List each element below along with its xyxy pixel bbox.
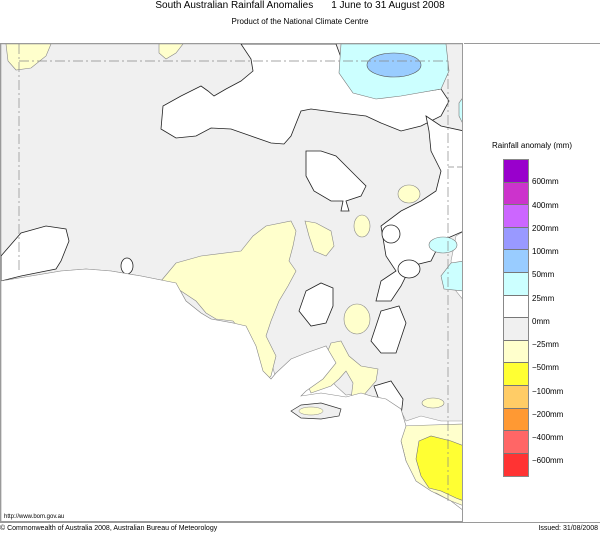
title-region: South Australian Rainfall Anomalies	[155, 0, 314, 11]
anomaly-region-white	[375, 115, 462, 302]
footer-divider	[0, 522, 600, 523]
legend-label: 400mm	[532, 201, 559, 210]
legend-label: 25mm	[532, 294, 555, 303]
anomaly-region-white	[370, 305, 407, 354]
anomaly-region-white	[305, 150, 367, 212]
legend-label: 50mm	[532, 270, 555, 279]
anomaly-region-pale-yellow	[421, 397, 445, 409]
anomaly-region-light-blue	[440, 261, 462, 292]
legend-swatch-0-25	[504, 295, 528, 319]
legend-swatch-neg50-neg25	[504, 340, 528, 364]
legend-swatch-25-50	[504, 272, 528, 296]
anomaly-region-yellow	[415, 435, 462, 501]
map-title: South Australian Rainfall Anomalies 1 Jun…	[0, 0, 600, 12]
anomaly-region-light-blue	[428, 236, 458, 254]
legend-label: −200mm	[532, 410, 564, 419]
legend-swatch-400-600	[504, 182, 528, 206]
anomaly-region-pale-yellow	[397, 184, 421, 204]
source-url: http://www.bom.gov.au	[4, 514, 65, 520]
legend-color-scale	[503, 159, 529, 478]
issued-date: Issued: 31/08/2008	[538, 525, 598, 532]
anomaly-region-white	[1, 225, 70, 282]
legend-swatch-neg200-neg100	[504, 385, 528, 409]
anomaly-region-white	[397, 259, 421, 279]
legend-label: 0mm	[532, 317, 550, 326]
legend-label: −25mm	[532, 340, 559, 349]
anomaly-region-white	[160, 44, 450, 145]
legend-swatch-100-200	[504, 227, 528, 251]
anomaly-region-pale-yellow	[158, 44, 184, 60]
anomaly-region-blue	[366, 52, 422, 78]
legend-swatch-neg400-neg200	[504, 408, 528, 432]
anomaly-region-white	[120, 257, 134, 275]
legend-label: −50mm	[532, 363, 559, 372]
legend-label: 100mm	[532, 247, 559, 256]
legend-label: −100mm	[532, 387, 564, 396]
anomaly-region-pale-yellow	[353, 214, 371, 238]
anomaly-region-pale-yellow	[5, 44, 52, 71]
legend-swatch-50-100	[504, 250, 528, 273]
legend-swatch-neg25-0	[504, 318, 528, 341]
legend-label: 600mm	[532, 177, 559, 186]
copyright-notice: © Commonwealth of Australia 2008, Austra…	[0, 525, 218, 532]
title-period: 1 June to 31 August 2008	[331, 0, 445, 11]
legend-swatch-neg100-neg50	[504, 363, 528, 386]
map-graphic	[1, 44, 462, 521]
rainfall-anomaly-map	[0, 43, 463, 522]
anomaly-region-pale-yellow	[343, 303, 371, 335]
anomaly-region-white	[298, 282, 334, 327]
map-subtitle: Product of the National Climate Centre	[231, 17, 369, 26]
ocean	[1, 268, 462, 521]
legend-label: −400mm	[532, 433, 564, 442]
legend-title: Rainfall anomaly (mm)	[491, 141, 573, 150]
legend-swatch-gt-600	[504, 160, 528, 183]
legend-swatch-neg600-neg400	[504, 431, 528, 454]
legend-label: −600mm	[532, 456, 564, 465]
legend-swatch-lt-neg600	[504, 453, 528, 477]
kangaroo-island-anomaly	[298, 406, 324, 416]
anomaly-region-pale-yellow	[304, 220, 335, 257]
legend-panel: Rainfall anomaly (mm) 600mm 400mm 200mm …	[464, 43, 600, 522]
anomaly-region-light-blue	[458, 98, 462, 123]
legend-label: 200mm	[532, 224, 559, 233]
legend-swatch-200-400	[504, 205, 528, 228]
anomaly-region-white	[381, 224, 401, 244]
anomaly-region-pale-yellow	[160, 220, 297, 382]
